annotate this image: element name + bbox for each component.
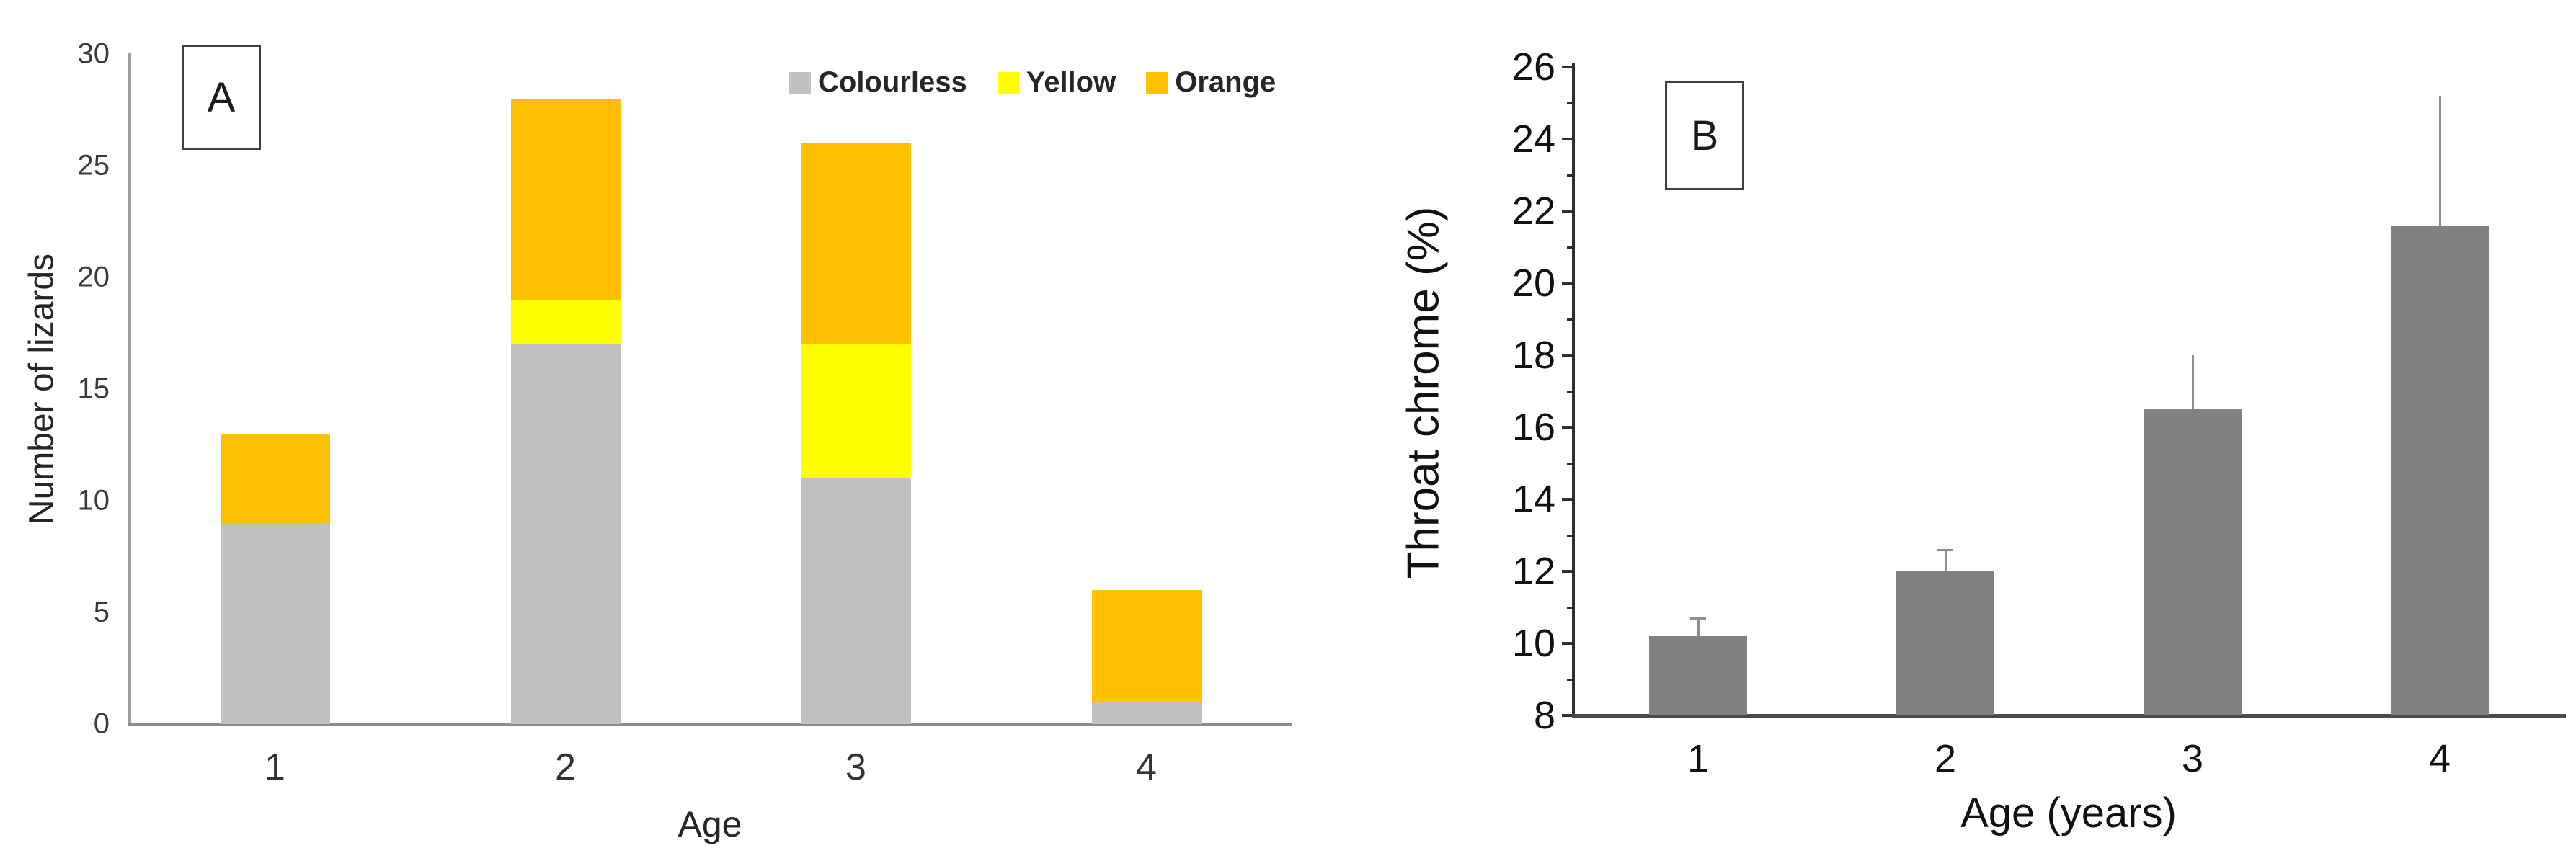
panel-b-y-minor-tick-mark [1567, 174, 1573, 177]
panel-b-y-tick-label: 10 [1511, 622, 1555, 665]
panel-a-y-tick-label: 10 [77, 484, 110, 517]
panel-a-x-tick-label: 2 [555, 746, 576, 788]
bar-throat-chrome-age4 [2391, 226, 2489, 715]
bar-segment-colourless-age2 [510, 344, 621, 724]
panel-b-y-tick-label: 12 [1511, 550, 1555, 593]
bar-segment-orange-age2 [510, 99, 621, 300]
panel-a-y-tick-label: 30 [77, 37, 110, 70]
panel-b-y-tick-label: 20 [1511, 262, 1555, 305]
panel-b-y-minor-tick-mark [1567, 462, 1573, 465]
panel-b-x-tick-label: 4 [2428, 737, 2451, 780]
panel-a-y-tick-label: 25 [77, 149, 110, 182]
error-bar-cap-age2 [1937, 549, 1953, 551]
bar-segment-orange-age4 [1091, 590, 1202, 702]
panel-b-letter-box: B [1665, 81, 1744, 190]
panel-a-y-tick-label: 15 [77, 372, 110, 405]
panel-b-y-tick-mark [1562, 138, 1572, 140]
panel-a-letter-box: A [182, 45, 261, 150]
panel-b-y-tick-mark [1562, 426, 1572, 429]
panel-b-y-minor-tick-mark [1567, 606, 1573, 609]
error-bar-age1 [1697, 618, 1700, 636]
panel-a-y-tick-label: 5 [93, 596, 110, 628]
colourless-swatch-icon [789, 71, 811, 94]
panel-b-y-tick-label: 24 [1511, 117, 1555, 161]
bar-segment-yellow-age3 [801, 344, 911, 478]
legend-item-yellow: Yellow [997, 66, 1116, 99]
panel-b-x-tick-label: 1 [1687, 737, 1710, 780]
bar-segment-colourless-age1 [220, 523, 330, 724]
panel-a-x-axis-title: Age [678, 804, 742, 844]
panel-b-y-tick-mark [1562, 570, 1572, 573]
error-bar-cap-age1 [1690, 617, 1706, 620]
legend-label: Colourless [818, 66, 967, 98]
panel-b-y-minor-tick-mark [1567, 102, 1573, 104]
panel-b-y-tick-mark [1562, 714, 1572, 717]
panel-b-y-minor-tick-mark [1567, 246, 1573, 249]
bar-segment-orange-age1 [220, 434, 330, 523]
legend-item-colourless: Colourless [789, 66, 967, 99]
bar-segment-colourless-age3 [801, 478, 911, 724]
bar-throat-chrome-age2 [1896, 571, 1994, 715]
panel-b-letter: B [1690, 112, 1719, 159]
panel-b-y-minor-tick-mark [1567, 390, 1573, 393]
panel-a-x-axis-line [128, 723, 1292, 726]
panel-b-y-tick-mark [1562, 354, 1572, 357]
panel-b-y-minor-tick-mark [1567, 534, 1573, 537]
legend-label: Orange [1175, 66, 1276, 98]
panel-b-y-axis-line [1572, 63, 1575, 718]
panel-b-y-tick-label: 26 [1511, 45, 1555, 89]
panel-b-y-axis-title: Throat chrome (%) [1398, 206, 1449, 579]
panel-b: B Throat chrome (%) Age (years) 8 10 12 14 1… [1297, 0, 2576, 861]
panel-a-y-axis-line [128, 53, 131, 726]
panel-b-y-tick-mark [1562, 66, 1572, 68]
panel-b-y-tick-label: 8 [1533, 694, 1555, 737]
panel-a-legend: Colourless Yellow Orange [789, 66, 1306, 99]
bar-throat-chrome-age1 [1649, 636, 1747, 715]
panel-b-x-axis-title: Age (years) [1960, 790, 2177, 837]
panel-a-y-tick-label: 20 [77, 261, 110, 293]
panel-b-y-tick-mark [1562, 210, 1572, 213]
panel-b-y-tick-label: 16 [1511, 406, 1555, 449]
error-bar-age3 [2191, 355, 2194, 409]
panel-a-x-tick-label: 3 [845, 746, 866, 788]
panel-a-x-tick-label: 4 [1136, 746, 1157, 788]
bar-throat-chrome-age3 [2144, 409, 2242, 715]
panel-a-y-tick-label: 0 [93, 708, 110, 740]
panel-b-y-minor-tick-mark [1567, 318, 1573, 321]
legend-label: Yellow [1026, 66, 1116, 98]
panel-b-y-tick-mark [1562, 642, 1572, 645]
bar-segment-orange-age3 [801, 143, 911, 344]
panel-b-y-tick-mark [1562, 498, 1572, 501]
bar-segment-yellow-age2 [510, 300, 621, 344]
bar-segment-colourless-age4 [1091, 702, 1202, 724]
panel-b-x-tick-label: 2 [1934, 737, 1957, 780]
error-bar-age2 [1944, 550, 1947, 571]
panel-b-y-minor-tick-mark [1567, 678, 1573, 681]
panel-b-x-tick-label: 3 [2181, 737, 2204, 780]
legend-item-orange: Orange [1146, 66, 1276, 99]
panel-b-y-tick-label: 18 [1511, 334, 1555, 377]
panel-a-letter: A [207, 73, 236, 121]
panel-b-y-tick-label: 14 [1511, 478, 1555, 521]
panel-a-x-tick-label: 1 [265, 746, 285, 788]
panel-b-y-tick-mark [1562, 282, 1572, 285]
yellow-swatch-icon [997, 71, 1019, 94]
error-bar-age4 [2438, 96, 2441, 226]
panel-b-x-axis-line [1572, 714, 2566, 718]
panel-b-y-tick-label: 22 [1511, 189, 1555, 233]
panel-a-y-axis-title: Number of lizards [22, 253, 61, 525]
panel-a: A Colourless Yellow Orange Number of lizar… [22, 37, 1292, 844]
orange-swatch-icon [1146, 71, 1168, 94]
